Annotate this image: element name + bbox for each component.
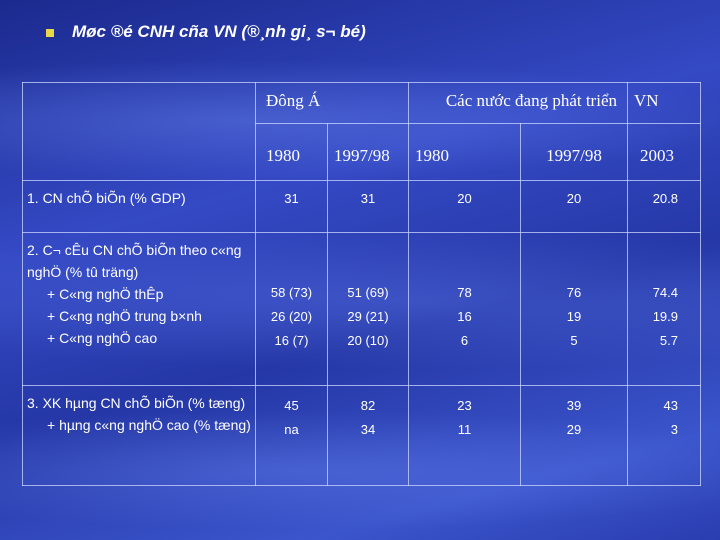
- table-row: 1. CN chÕ biÕn (% GDP) 31 31 20 20 20.8: [22, 180, 701, 233]
- group-header: Đông Á: [255, 82, 409, 124]
- cell-value: 5: [570, 333, 578, 348]
- value-cell: 31: [327, 180, 409, 233]
- cell-value: 16: [457, 309, 472, 324]
- label-line: + C«ng nghÖ trung b×nh: [47, 308, 202, 324]
- slide-title: Møc ®é CNH cña VN (®¸nh gi¸ s¬ bé): [72, 22, 366, 41]
- cell-value: 39: [566, 398, 582, 413]
- cell-value: 74.4: [652, 285, 678, 300]
- table-row: 3. XK hµng CN chÕ biÕn (% tæng) + hµng c«…: [22, 385, 701, 486]
- cell-value: 26 (20): [270, 309, 313, 324]
- cell-value: 31: [284, 191, 299, 206]
- year-header: 1997/98: [520, 123, 628, 181]
- cell-value: 5.7: [659, 333, 678, 348]
- label-line: + C«ng nghÖ thÊp: [47, 286, 164, 302]
- header-row: Đông Á Các nước đang phát triển VN: [22, 82, 701, 181]
- bullet: [46, 29, 54, 37]
- cell-value: 76: [566, 285, 582, 300]
- year-row: 1980 1997/98 1980 1997/98 2003: [23, 123, 701, 181]
- value-cell: 51 (69) 29 (21) 20 (10): [327, 232, 409, 386]
- cell-value: 20: [566, 191, 582, 206]
- cell-value: 20: [457, 191, 472, 206]
- value-cell: 74.4 19.9 5.7: [627, 232, 701, 386]
- data-table: Đông Á Các nước đang phát triển VN 1980 …: [22, 82, 701, 486]
- cell-value: 23: [457, 398, 472, 413]
- cell-value: 29 (21): [347, 309, 389, 324]
- corner-cell: [22, 82, 256, 181]
- row-label: 3. XK hµng CN chÕ biÕn (% tæng) + hµng c«…: [22, 385, 256, 486]
- year-header: 1980: [408, 123, 521, 181]
- value-cell: 39 29: [520, 385, 628, 486]
- value-cell: 45 na: [255, 385, 328, 486]
- year-header: 1980: [255, 123, 328, 181]
- cell-value: 3: [670, 422, 678, 437]
- year-header: 1997/98: [327, 123, 409, 181]
- group-header: Các nước đang phát triển: [408, 82, 628, 124]
- value-cell: 20.8: [627, 180, 701, 233]
- cell-value: 34: [360, 422, 376, 437]
- cell-value: 31: [360, 191, 376, 206]
- label-line: 1. CN chÕ biÕn (% GDP): [27, 190, 186, 206]
- cell-value: 19.9: [652, 309, 678, 324]
- value-cell: 76 19 5: [520, 232, 628, 386]
- row-label: 1. CN chÕ biÕn (% GDP): [22, 180, 256, 233]
- cell-value: 6: [460, 333, 469, 348]
- table-row: 2. C¬ cÊu CN chÕ biÕn theo c«ng nghÖ (% …: [22, 232, 701, 386]
- cell-value: na: [284, 422, 299, 437]
- value-cell: 31: [255, 180, 328, 233]
- year-header: 2003: [627, 123, 701, 181]
- cell-value: 45: [284, 398, 299, 413]
- label-line: 3. XK hµng CN chÕ biÕn (% tæng): [27, 395, 246, 411]
- cell-value: 19: [566, 309, 582, 324]
- cell-value: 16 (7): [274, 333, 309, 348]
- cell-value: 51 (69): [347, 285, 389, 300]
- cell-value: 29: [566, 422, 582, 437]
- value-cell: 23 11: [408, 385, 521, 486]
- cell-value: 58 (73): [270, 285, 313, 300]
- table-body: Đông Á Các nước đang phát triển VN 1980 …: [22, 82, 701, 486]
- cell-value: 11: [457, 422, 472, 437]
- cell-value: 20.8: [652, 191, 678, 206]
- group-header: VN: [627, 82, 701, 124]
- cell-value: 82: [360, 398, 376, 413]
- value-cell: 78 16 6: [408, 232, 521, 386]
- row-label: 2. C¬ cÊu CN chÕ biÕn theo c«ng nghÖ (% …: [22, 232, 256, 386]
- cell-value: 20 (10): [347, 333, 389, 348]
- cell-value: 43: [663, 398, 678, 413]
- value-cell: 20: [520, 180, 628, 233]
- label-line: 2. C¬ cÊu CN chÕ biÕn theo c«ng nghÖ (% …: [27, 242, 242, 280]
- value-cell: 82 34: [327, 385, 409, 486]
- value-cell: 58 (73) 26 (20) 16 (7): [255, 232, 328, 386]
- value-cell: 43 3: [627, 385, 701, 486]
- label-line: + C«ng nghÖ cao: [47, 330, 158, 346]
- cell-value: 78: [457, 285, 472, 300]
- label-line: + hµng c«ng nghÖ cao (% tæng): [47, 417, 251, 433]
- value-cell: 20: [408, 180, 521, 233]
